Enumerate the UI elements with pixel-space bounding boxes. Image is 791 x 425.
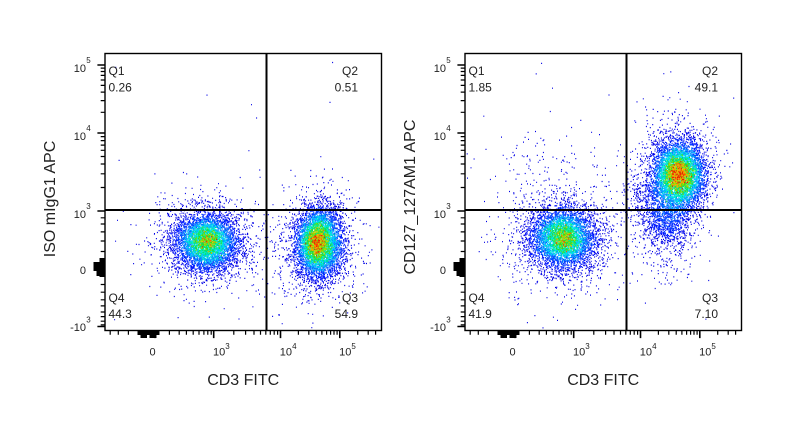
- svg-text:0: 0: [440, 265, 446, 277]
- svg-text:3: 3: [225, 342, 230, 351]
- svg-text:-10: -10: [430, 322, 446, 334]
- svg-text:10: 10: [434, 63, 446, 75]
- svg-text:0.26: 0.26: [109, 80, 133, 94]
- svg-text:7.10: 7.10: [695, 307, 719, 321]
- svg-text:Q1: Q1: [109, 64, 125, 78]
- svg-text:ISO mIgG1 APC: ISO mIgG1 APC: [42, 141, 59, 257]
- svg-text:10: 10: [699, 347, 711, 359]
- svg-text:5: 5: [351, 342, 356, 351]
- svg-text:4: 4: [446, 124, 451, 133]
- svg-text:5: 5: [446, 56, 451, 65]
- svg-text:CD127_127AM1 APC: CD127_127AM1 APC: [402, 120, 419, 275]
- svg-text:3: 3: [86, 202, 91, 211]
- svg-text:0: 0: [149, 347, 155, 359]
- svg-text:Q4: Q4: [109, 291, 125, 305]
- svg-text:3: 3: [585, 342, 590, 351]
- svg-text:10: 10: [280, 347, 292, 359]
- svg-text:Q2: Q2: [702, 64, 718, 78]
- svg-text:10: 10: [74, 131, 86, 143]
- svg-text:CD3 FITC: CD3 FITC: [207, 372, 279, 389]
- svg-text:10: 10: [74, 209, 86, 221]
- svg-text:10: 10: [434, 209, 446, 221]
- svg-text:Q3: Q3: [342, 291, 358, 305]
- svg-text:3: 3: [446, 202, 451, 211]
- svg-text:5: 5: [711, 342, 716, 351]
- svg-text:CD3 FITC: CD3 FITC: [567, 372, 639, 389]
- svg-text:-10: -10: [70, 322, 86, 334]
- svg-text:54.9: 54.9: [335, 307, 359, 321]
- svg-text:4: 4: [86, 124, 91, 133]
- svg-text:4: 4: [292, 342, 297, 351]
- svg-text:1.85: 1.85: [469, 80, 493, 94]
- svg-text:49.1: 49.1: [695, 80, 719, 94]
- svg-text:0: 0: [509, 347, 515, 359]
- svg-text:10: 10: [74, 63, 86, 75]
- svg-text:0: 0: [80, 265, 86, 277]
- svg-text:Q4: Q4: [469, 291, 485, 305]
- svg-text:10: 10: [434, 131, 446, 143]
- svg-text:4: 4: [652, 342, 657, 351]
- svg-text:44.3: 44.3: [109, 307, 133, 321]
- svg-text:Q2: Q2: [342, 64, 358, 78]
- svg-text:Q3: Q3: [702, 291, 718, 305]
- svg-text:10: 10: [339, 347, 351, 359]
- svg-text:0.51: 0.51: [335, 80, 359, 94]
- svg-text:3: 3: [446, 316, 451, 325]
- svg-text:10: 10: [213, 347, 225, 359]
- svg-text:5: 5: [86, 56, 91, 65]
- svg-text:10: 10: [573, 347, 585, 359]
- svg-text:41.9: 41.9: [469, 307, 493, 321]
- svg-text:Q1: Q1: [469, 64, 485, 78]
- svg-text:3: 3: [86, 316, 91, 325]
- svg-text:10: 10: [640, 347, 652, 359]
